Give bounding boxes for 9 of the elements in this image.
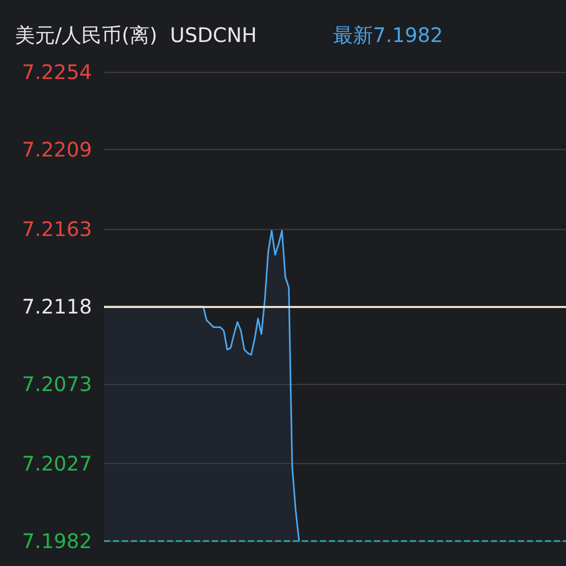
y-tick-label: 7.1982	[22, 529, 92, 553]
y-tick-label: 7.2027	[22, 451, 92, 476]
chart-title: 美元/人民币(离) USDCNH	[15, 23, 257, 47]
chart-subtitle: 最新7.1982	[333, 23, 443, 47]
y-tick-label: 7.2163	[22, 216, 92, 241]
y-tick-label: 7.2254	[22, 60, 92, 84]
y-tick-label: 7.2073	[22, 372, 92, 396]
y-tick-label: 7.2118	[22, 294, 92, 318]
y-tick-label: 7.2209	[22, 138, 92, 162]
